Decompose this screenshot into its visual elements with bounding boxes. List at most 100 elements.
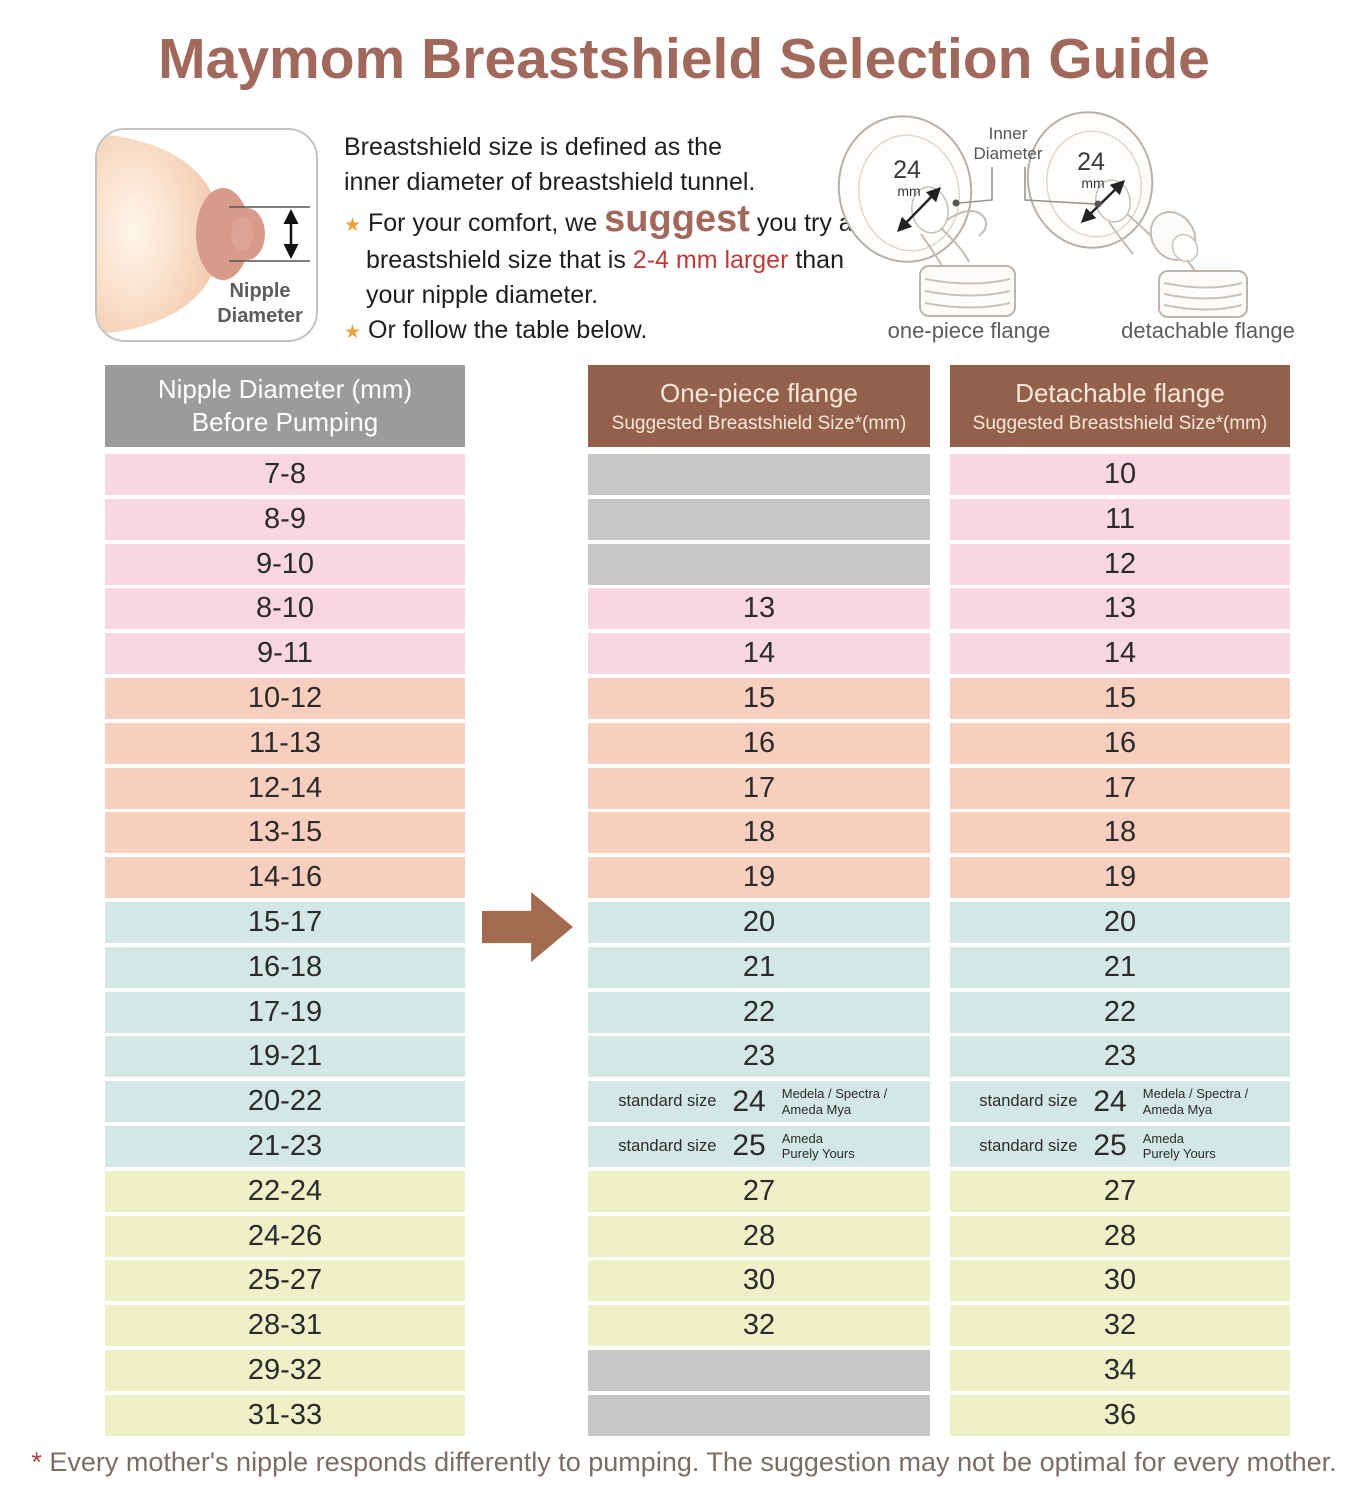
empty-cell: [588, 498, 930, 540]
detachable-size-cell: 16: [950, 722, 1290, 764]
footnote: * Every mother's nipple responds differe…: [0, 1447, 1368, 1478]
nipple-range-cell: 7-8: [105, 454, 465, 495]
column-detachable-sizes: 10 11 12 13 14 15 16 17 18 19 20 21 22 23 standard siz…: [950, 454, 1290, 1436]
one-piece-size-cell: standard size 25 Ameda Purely Yours: [588, 1125, 930, 1167]
one-piece-size-cell: 18: [588, 812, 930, 854]
nipple-range-cell: 8-9: [105, 498, 465, 540]
header-col3-title: Detachable flange: [1015, 378, 1225, 408]
one-piece-size-cell: 30: [588, 1260, 930, 1302]
detachable-size-cell: 22: [950, 991, 1290, 1033]
one-piece-size-cell: 21: [588, 946, 930, 988]
detachable-size-cell: 12: [950, 543, 1290, 585]
detachable-size-label: 24: [1077, 148, 1105, 176]
table-bullet: ★ Or follow the table below.: [344, 313, 856, 350]
nipple-range-cell: 29-32: [105, 1349, 465, 1391]
header-detachable: Detachable flange Suggested Breastshield…: [950, 365, 1290, 447]
footnote-text: Every mother's nipple responds different…: [49, 1447, 1337, 1477]
detachable-size-cell: 13: [950, 588, 1290, 630]
detachable-size-cell: 15: [950, 677, 1290, 719]
detachable-size-cell: 14: [950, 633, 1290, 675]
selection-table: Nipple Diameter (mm) Before Pumping One-…: [105, 365, 1290, 1440]
bullet1-post: than your nipple diameter.: [366, 246, 844, 309]
breast-illustration: Nipple Diameter: [97, 134, 310, 334]
detachable-size-cell: standard size 25 Ameda Purely Yours: [950, 1125, 1290, 1167]
size-value: 24: [732, 1084, 766, 1118]
detachable-size-cell: 36: [950, 1394, 1290, 1436]
brand-names: Medela / Spectra / Ameda Mya: [781, 1086, 888, 1117]
nipple-label-line2: Diameter: [217, 305, 303, 327]
nipple-range-cell: 17-19: [105, 991, 465, 1033]
nipple-range-cell: 9-11: [105, 633, 465, 675]
definition-text: Breastshield size is defined as the inne…: [344, 130, 856, 200]
one-piece-size-cell: 22: [588, 991, 930, 1033]
standard-size-label: standard size: [979, 1092, 1078, 1111]
intro-text: Breastshield size is defined as the inne…: [344, 130, 856, 350]
flange-illustrations: 24 mm 24 mm: [835, 108, 1360, 346]
one-piece-size-unit: mm: [897, 183, 920, 199]
page-title: Maymom Breastshield Selection Guide: [158, 27, 1210, 91]
nipple-range-cell: 28-31: [105, 1305, 465, 1347]
nipple-range-cell: 31-33: [105, 1394, 465, 1436]
detachable-size-cell: 28: [950, 1215, 1290, 1257]
one-piece-size-cell: standard size 24 Medela / Spectra / Ameda …: [588, 1081, 930, 1123]
header-col2-subtitle: Suggested Breastshield Size*(mm): [611, 413, 907, 434]
detachable-size-cell: 10: [950, 454, 1290, 495]
inner-diameter-label-line2: Diameter: [974, 144, 1043, 163]
header-nipple-diameter: Nipple Diameter (mm) Before Pumping: [105, 365, 465, 447]
empty-cell: [588, 1349, 930, 1391]
nipple-range-cell: 14-16: [105, 857, 465, 899]
one-piece-size-label: 24: [893, 156, 921, 184]
detachable-size-cell: 18: [950, 812, 1290, 854]
one-piece-size-cell: 14: [588, 633, 930, 675]
nipple-label-line1: Nipple: [229, 280, 290, 302]
flange-caption-detachable: detachable flange: [1121, 318, 1295, 343]
detachable-size-cell: 32: [950, 1305, 1290, 1347]
detachable-size-unit: mm: [1081, 175, 1104, 191]
inner-diameter-callout: Inner Diameter: [952, 124, 1102, 208]
suggest-emphasis: suggest: [604, 198, 750, 240]
nipple-range-cell: 13-15: [105, 812, 465, 854]
detachable-size-cell: 23: [950, 1036, 1290, 1078]
size-value: 25: [1093, 1129, 1127, 1163]
areola-shape: [196, 188, 250, 280]
nipple-range-cell: 24-26: [105, 1215, 465, 1257]
one-piece-flange-illustration: 24 mm: [837, 115, 1016, 317]
nipple-range-cell: 11-13: [105, 722, 465, 764]
flange-caption-one-piece: one-piece flange: [888, 318, 1051, 343]
nipple-range-cell: 20-22: [105, 1081, 465, 1123]
one-piece-size-cell: 23: [588, 1036, 930, 1078]
empty-cell: [588, 454, 930, 495]
nipple-range-cell: 8-10: [105, 588, 465, 630]
standard-size-label: standard size: [979, 1136, 1078, 1155]
detachable-size-cell: 19: [950, 857, 1290, 899]
one-piece-size-cell: 27: [588, 1170, 930, 1212]
one-piece-size-cell: 13: [588, 588, 930, 630]
size-value: 25: [732, 1129, 766, 1163]
nipple-range-cell: 19-21: [105, 1036, 465, 1078]
nipple-range-cell: 16-18: [105, 946, 465, 988]
detachable-size-cell: 30: [950, 1260, 1290, 1302]
suggestion-bullet: ★ For your comfort, we suggest you try a…: [344, 200, 856, 313]
bullet2-text: Or follow the table below.: [368, 316, 648, 344]
one-piece-size-cell: 28: [588, 1215, 930, 1257]
footnote-asterisk: *: [31, 1447, 42, 1477]
one-piece-size-cell: 20: [588, 901, 930, 943]
detachable-size-cell: 34: [950, 1349, 1290, 1391]
bullet1-red: 2-4 mm larger: [632, 246, 789, 274]
nipple-range-cell: 25-27: [105, 1260, 465, 1302]
star-icon: ★: [344, 215, 362, 236]
nipple-diagram-card: Nipple Diameter: [95, 128, 318, 342]
definition-line1: Breastshield size is defined as the: [344, 133, 722, 161]
detachable-size-cell: 20: [950, 901, 1290, 943]
header-one-piece: One-piece flange Suggested Breastshield …: [588, 365, 930, 447]
nipple-range-cell: 12-14: [105, 767, 465, 809]
detachable-size-cell: 21: [950, 946, 1290, 988]
header-col2-title: One-piece flange: [659, 378, 859, 408]
one-piece-size-cell: 32: [588, 1305, 930, 1347]
one-piece-size-cell: 19: [588, 857, 930, 899]
star-icon: ★: [344, 322, 362, 343]
inner-diameter-label-line1: Inner: [989, 124, 1028, 143]
bullet1-pre: For your comfort, we: [368, 209, 605, 237]
one-piece-size-cell: 17: [588, 767, 930, 809]
